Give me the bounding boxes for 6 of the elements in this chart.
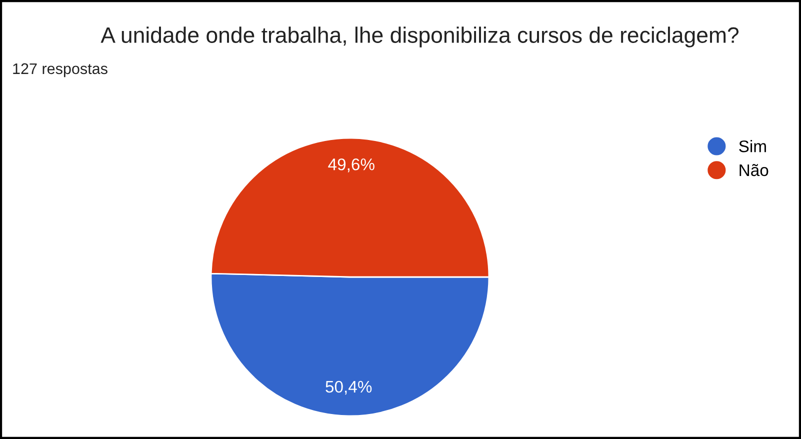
data-label: 49,6% xyxy=(328,158,374,172)
legend-label: Sim xyxy=(739,140,766,152)
chart-title: A unidade onde trabalha, lhe disponibiliza cursos de reciclagem? xyxy=(100,26,739,48)
text: 127 respostas xyxy=(13,63,108,78)
legend-label: Não xyxy=(740,164,768,176)
data-label: 50,4% xyxy=(326,380,372,395)
